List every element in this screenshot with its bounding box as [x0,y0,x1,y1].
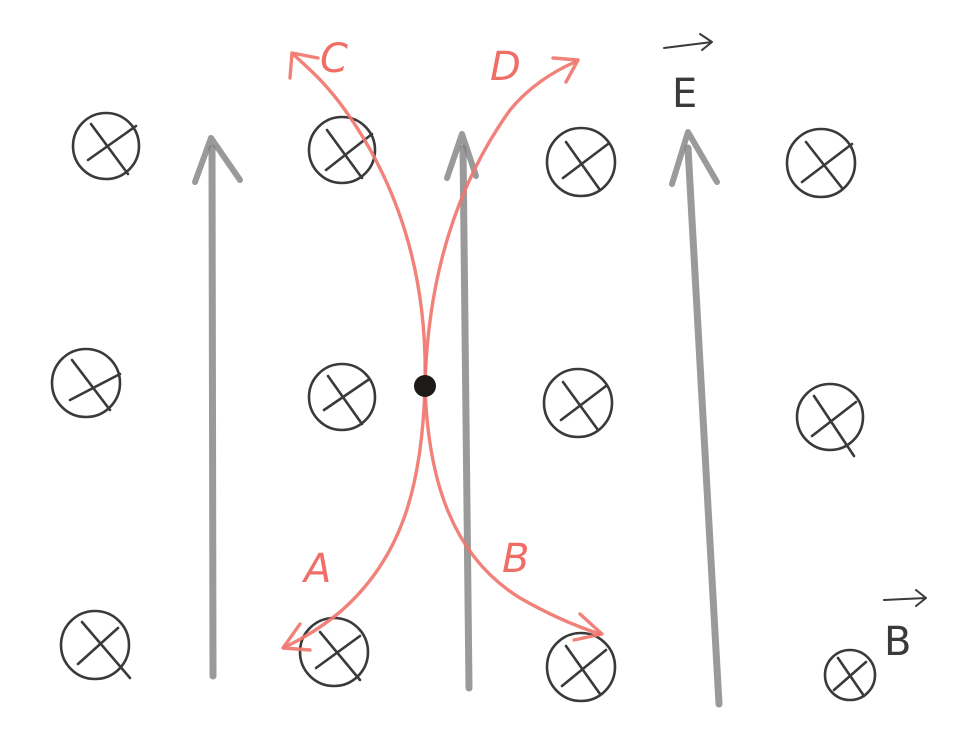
electric-field-line-3 [669,129,723,708]
vector-arrow-icon [663,33,713,51]
cross-into-page-icon [785,127,857,199]
trajectory-label-d: D [490,44,521,90]
trajectory-b [423,384,604,642]
cross-into-page-icon [50,347,122,419]
trajectory-a [281,384,427,652]
trajectory-c [288,51,427,388]
trajectory-label-b: B [502,536,529,582]
trajectories [281,51,604,652]
cross-into-page-icon [59,609,132,681]
trajectory-d [423,56,580,388]
charged-particle [414,375,436,397]
cross-into-page-icon [298,616,370,688]
cross-into-page-icon [545,631,617,703]
trajectory-label-a: A [301,546,331,592]
cross-into-page-icon [542,367,614,439]
cross-into-page-icon [307,115,377,185]
magnetic-field-text: B [884,619,911,665]
cross-into-page-icon [795,382,865,458]
electric-field-line-2 [444,131,479,692]
cross-into-page-icon [307,362,377,432]
magnetic-field-label: B [883,589,927,665]
cross-into-page-icon [823,648,877,702]
magnetic-field-symbols [50,111,877,703]
cross-into-page-icon [71,111,141,181]
electric-field-label: E [663,33,713,117]
cross-into-page-icon [545,126,617,198]
vector-arrow-icon [883,589,927,607]
electric-field-text: E [672,71,697,117]
trajectory-label-c: C [320,36,348,82]
electric-field-line-1 [192,135,243,680]
electric-field-lines [192,129,723,708]
